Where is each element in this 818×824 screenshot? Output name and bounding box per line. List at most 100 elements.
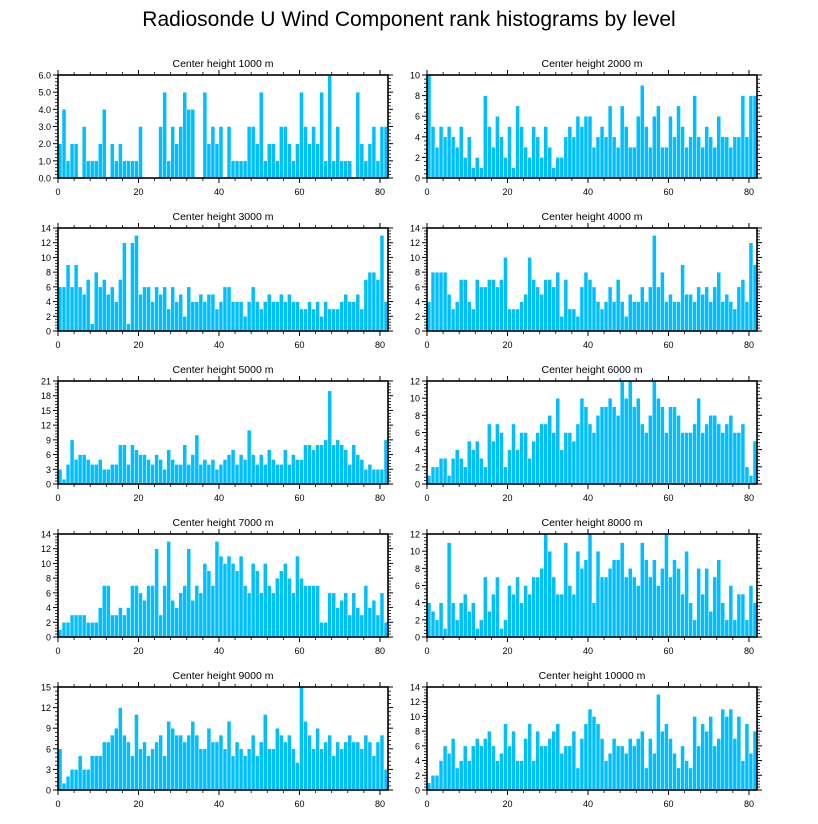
y-tick-label: 10: [410, 712, 420, 722]
histogram-bar: [379, 734, 385, 791]
histogram-bar: [190, 109, 196, 179]
histogram-bar: [359, 143, 365, 179]
histogram-bar: [627, 568, 633, 638]
histogram-bar: [154, 548, 159, 638]
y-tick-label: 4: [415, 132, 420, 142]
x-tick-label: 0: [55, 799, 60, 809]
histogram-bar: [607, 397, 613, 485]
histogram-bar: [258, 308, 264, 332]
histogram-bar: [539, 293, 544, 332]
histogram-bar: [591, 602, 597, 638]
histogram-bar: [250, 454, 256, 485]
histogram-bar: [527, 157, 532, 179]
histogram-bar: [748, 242, 754, 332]
histogram-bar: [712, 576, 717, 638]
histogram-bar: [672, 301, 677, 332]
histogram-bar: [587, 115, 593, 179]
histogram-bar: [458, 279, 464, 332]
histogram-bar: [299, 459, 304, 485]
histogram-bar: [186, 734, 192, 791]
panel-title: Center height 7000 m: [173, 517, 274, 529]
plot-frame: [426, 227, 758, 332]
histogram-bar: [214, 469, 220, 485]
x-tick-label: 20: [502, 493, 512, 503]
histogram-bar: [555, 157, 561, 179]
histogram-bar: [535, 136, 540, 179]
histogram-bar: [591, 432, 597, 485]
panel-title: Center height 6000 m: [542, 364, 643, 376]
histogram-bar: [214, 541, 220, 638]
histogram-bar: [636, 301, 641, 332]
histogram-bar: [214, 143, 220, 179]
histogram-bar: [575, 550, 581, 638]
y-tick-label: 6: [415, 282, 420, 292]
y-tick-label: 12: [410, 238, 420, 248]
histogram-bar: [106, 293, 111, 332]
histogram-bar: [595, 136, 601, 179]
histogram-bar: [166, 308, 171, 332]
histogram-bar: [660, 730, 665, 791]
histogram-bar: [271, 748, 276, 791]
histogram-bar: [664, 146, 669, 179]
histogram-bar: [591, 146, 597, 179]
y-tick-label: 6: [46, 744, 51, 754]
histogram-bar: [347, 160, 353, 179]
histogram-bar: [170, 599, 175, 638]
histogram-bar: [700, 723, 705, 791]
histogram-bar: [495, 576, 500, 638]
histogram-bar: [652, 559, 657, 638]
histogram-bar: [728, 708, 734, 791]
histogram-bar: [85, 279, 91, 332]
histogram-bar: [77, 614, 83, 638]
histogram-bar: [142, 454, 147, 485]
histogram-bar: [728, 585, 734, 638]
histogram-bar: [122, 242, 127, 332]
histogram-bar: [359, 308, 365, 332]
histogram-bar: [190, 454, 196, 485]
histogram-bar: [339, 301, 344, 332]
histogram-bar: [170, 727, 175, 791]
histogram-bar: [142, 286, 147, 332]
histogram-bar: [174, 464, 179, 485]
histogram-bar: [379, 235, 385, 332]
y-tick-label: 2: [46, 618, 51, 628]
histogram-bar: [515, 576, 520, 638]
histogram-bar: [688, 136, 693, 179]
histogram-bar: [246, 592, 252, 638]
histogram-bar: [450, 308, 456, 332]
histogram-bar: [656, 585, 661, 638]
histogram-bar: [462, 745, 468, 791]
histogram-bar: [499, 136, 504, 179]
x-tick-label: 80: [744, 187, 754, 197]
histogram-bar: [603, 301, 609, 332]
histogram-bar: [371, 599, 377, 638]
histogram-bar: [323, 160, 328, 179]
histogram-bar: [295, 762, 300, 791]
histogram-bar: [623, 752, 629, 791]
histogram-bar: [335, 741, 340, 791]
histogram-bar: [178, 126, 183, 179]
histogram-bar: [250, 126, 256, 179]
histogram-bar: [262, 714, 268, 791]
histogram-bar: [158, 293, 163, 332]
x-tick-label: 40: [583, 646, 593, 656]
histogram-bar: [627, 293, 633, 332]
histogram-bar: [712, 415, 717, 485]
histogram-bar: [307, 734, 312, 791]
histogram-bar: [226, 721, 232, 791]
histogram-panel: Center height 3000 m 0 2 4 6 8 10 12 14 0 20 40 60 80: [41, 211, 393, 350]
histogram-bar: [732, 619, 738, 638]
y-tick-label: 3.0: [38, 122, 51, 132]
histogram-bar: [315, 301, 320, 332]
histogram-bar: [102, 109, 107, 179]
histogram-bar: [720, 708, 726, 791]
histogram-bar: [246, 748, 252, 791]
y-tick-label: 4: [415, 297, 420, 307]
histogram-bar: [680, 432, 685, 485]
histogram-bar: [676, 568, 681, 638]
x-tick-label: 0: [424, 646, 429, 656]
x-tick-label: 60: [294, 799, 304, 809]
histogram-bar: [279, 126, 284, 179]
histogram-bar: [531, 576, 536, 638]
histogram-bar: [551, 576, 557, 638]
